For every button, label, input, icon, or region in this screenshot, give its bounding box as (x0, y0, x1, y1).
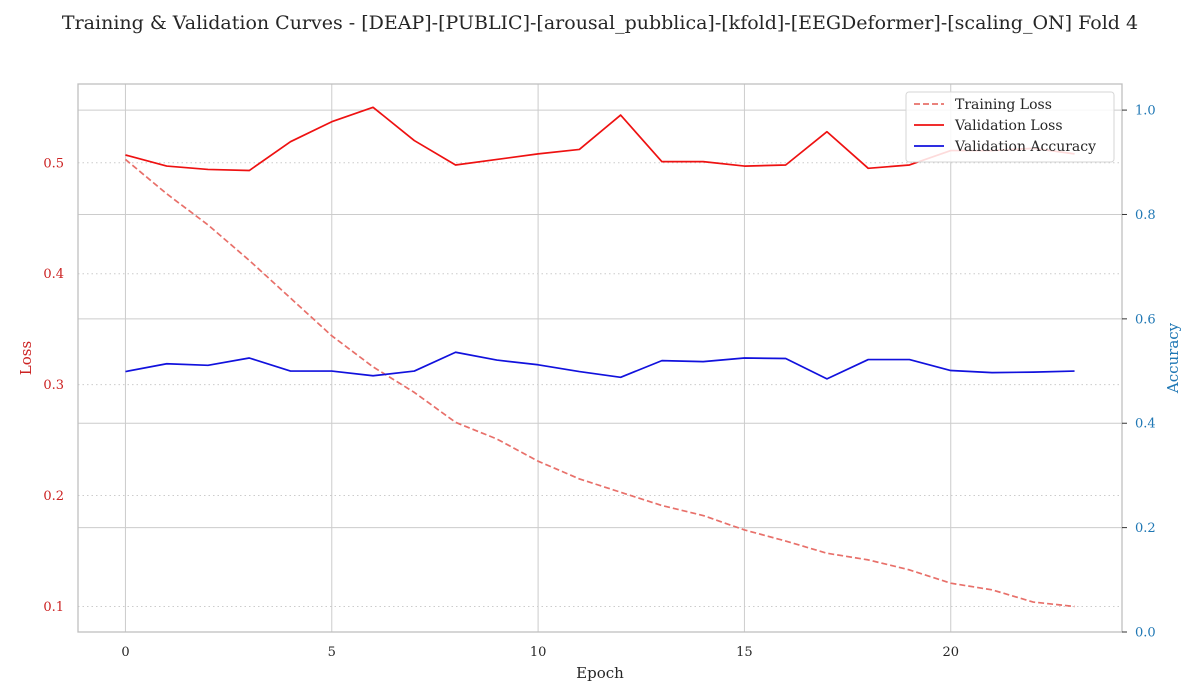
y-left-tick-label: 0.1 (43, 600, 64, 615)
x-tick-label: 0 (121, 645, 129, 660)
grid-layer (78, 84, 1122, 633)
y-axis-right-label: Accuracy (1164, 322, 1182, 394)
x-tick-label: 20 (942, 645, 959, 660)
legend-label-1: Validation Loss (954, 118, 1063, 134)
y-right-tick-label: 0.0 (1135, 626, 1156, 641)
y-right-tick-label: 0.2 (1135, 521, 1156, 536)
y-right-tick-label: 0.6 (1135, 312, 1156, 327)
legend: Training Loss Validation Loss Validation A… (905, 91, 1115, 163)
series-line-1 (125, 106, 1075, 172)
legend-label-2: Validation Accuracy (954, 139, 1096, 155)
x-tick-label: 10 (530, 645, 547, 660)
legend-box (905, 91, 1115, 163)
chart-title: Training & Validation Curves - [DEAP]-[P… (62, 12, 1138, 34)
axes-layer: 0 5 10 15 20 0.1 0.2 0.3 0.4 0.5 0.0 0.2 0.4 0.6 0.8 1.… (43, 83, 1156, 660)
y-left-tick-label: 0.4 (43, 267, 64, 282)
x-axis-label: Epoch (576, 664, 624, 682)
y-left-tick-label: 0.5 (43, 156, 64, 171)
series-layer (124, 106, 1075, 608)
y-right-tick-label: 0.4 (1135, 417, 1156, 432)
y-left-tick-label: 0.2 (43, 489, 64, 504)
y-right-tick-label: 0.8 (1135, 208, 1156, 223)
x-tick-label: 15 (736, 645, 753, 660)
y-left-tick-label: 0.3 (43, 378, 64, 393)
series-line-0 (124, 158, 1075, 608)
y-right-tick-label: 1.0 (1135, 104, 1156, 119)
y-axis-left-label: Loss (17, 341, 35, 375)
x-tick-label: 5 (328, 645, 336, 660)
plot-frame (77, 83, 1123, 633)
series-line-2 (125, 351, 1075, 380)
legend-label-0: Training Loss (955, 97, 1052, 113)
